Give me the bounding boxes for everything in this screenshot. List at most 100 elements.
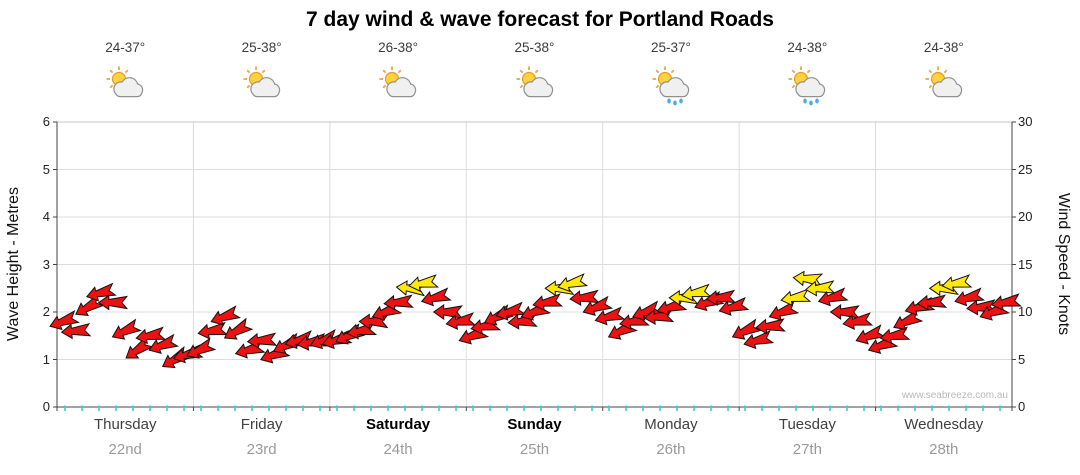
wind-arrow bbox=[991, 293, 1022, 311]
wind-arrow bbox=[941, 274, 973, 292]
y-axis-left-tick-label: 5 bbox=[42, 161, 50, 177]
wind-arrow bbox=[569, 289, 600, 307]
wind-arrow bbox=[804, 280, 836, 297]
wind-arrow bbox=[75, 293, 105, 316]
y-axis-left-tick-label: 1 bbox=[42, 351, 50, 367]
rain-drops-icon bbox=[667, 98, 683, 106]
wind-arrow bbox=[495, 301, 527, 321]
wind-arrow bbox=[197, 321, 229, 340]
weather-icon-sun-cloud bbox=[106, 66, 144, 98]
y-axis-left-tick-label: 3 bbox=[42, 256, 50, 272]
wind-arrow bbox=[705, 289, 737, 307]
wind-arrow bbox=[780, 288, 812, 307]
wind-arrow bbox=[309, 328, 341, 350]
x-axis-day-date: 25th bbox=[519, 441, 550, 458]
day-temp: 26-38° bbox=[378, 40, 419, 55]
x-axis-day-date: 26th bbox=[656, 441, 686, 458]
wind-arrow bbox=[210, 305, 242, 326]
wind-arrow bbox=[60, 322, 92, 340]
wind-arrow bbox=[731, 318, 762, 340]
wind-arrow bbox=[246, 332, 278, 349]
day-temp: 25-38° bbox=[241, 40, 282, 55]
y-axis-left-tick-label: 4 bbox=[42, 209, 50, 224]
y-axis-right-tick-label: 25 bbox=[1018, 161, 1033, 177]
y-axis-left-tick-label: 0 bbox=[42, 399, 50, 414]
cloud-icon bbox=[659, 77, 690, 98]
cloud-icon bbox=[795, 77, 826, 98]
wind-arrow bbox=[893, 308, 924, 331]
y-axis-right-tick-label: 15 bbox=[1018, 256, 1033, 272]
wind-arrow bbox=[223, 317, 254, 340]
x-axis-day-name: Thursday bbox=[93, 416, 157, 433]
wind-arrow bbox=[186, 337, 217, 359]
watermark: www.seabreeze.com.au bbox=[901, 390, 1008, 401]
x-axis-day-date: 27th bbox=[792, 441, 822, 458]
x-axis-day-date: 24th bbox=[383, 441, 413, 458]
wind-arrow bbox=[916, 294, 948, 311]
wind-arrow bbox=[383, 294, 414, 311]
wind-arrow bbox=[532, 293, 564, 311]
day-temp: 24-38° bbox=[923, 40, 964, 55]
weather-icon-sun-cloud-rain bbox=[788, 66, 826, 106]
day-temp: 25-37° bbox=[650, 40, 691, 55]
wind-arrow bbox=[408, 274, 440, 292]
day-temp: 24-37° bbox=[105, 40, 146, 55]
x-axis-day-name: Sunday bbox=[507, 416, 562, 433]
wind-arrow bbox=[879, 326, 911, 345]
wind-arrow bbox=[743, 330, 775, 350]
wind-arrow bbox=[768, 300, 800, 321]
page-title: 7 day wind & wave forecast for Portland … bbox=[306, 8, 774, 31]
y-axis-right-tick-label: 0 bbox=[1018, 399, 1026, 414]
wind-arrow bbox=[420, 287, 452, 307]
wind-arrow bbox=[445, 312, 477, 330]
wind-arrow bbox=[582, 295, 614, 316]
wind-arrow bbox=[148, 333, 180, 354]
x-axis-day-name: Saturday bbox=[365, 416, 431, 433]
cloud-icon bbox=[932, 77, 962, 98]
wind-arrow bbox=[755, 318, 786, 335]
cloud-icon bbox=[386, 77, 417, 98]
x-axis-day-date: 28th bbox=[929, 441, 959, 458]
wind-arrow bbox=[125, 335, 154, 359]
cloud-icon bbox=[249, 77, 280, 98]
weather-icon-sun-cloud-rain bbox=[652, 66, 690, 106]
wind-arrow bbox=[842, 312, 874, 330]
rain-drops-icon bbox=[803, 98, 820, 106]
wind-arrow bbox=[557, 273, 589, 293]
wind-arrow bbox=[135, 326, 167, 345]
day-temp: 24-38° bbox=[787, 40, 828, 55]
wind-arrow bbox=[954, 287, 986, 307]
day-temp: 25-38° bbox=[514, 40, 555, 55]
wind-arrow bbox=[97, 294, 129, 311]
cloud-icon bbox=[522, 77, 553, 98]
wind-arrow bbox=[594, 306, 626, 326]
y-axis-right-tick-label: 20 bbox=[1018, 209, 1033, 224]
wind-arrow bbox=[111, 318, 142, 340]
x-axis-day-name: Tuesday bbox=[778, 416, 836, 433]
x-axis-day-name: Wednesday bbox=[904, 416, 984, 433]
y-axis-left-tick-label: 6 bbox=[42, 114, 50, 129]
y-axis-right-tick-label: 30 bbox=[1018, 114, 1033, 129]
wind-arrow bbox=[49, 309, 80, 331]
cloud-icon bbox=[113, 77, 144, 98]
wind-arrow bbox=[681, 283, 712, 302]
x-axis-day-name: Friday bbox=[240, 416, 283, 433]
wind-arrow bbox=[632, 300, 663, 321]
weather-icon-sun-cloud bbox=[925, 66, 962, 98]
x-axis-day-name: Monday bbox=[644, 416, 698, 433]
x-axis-day-date: 23rd bbox=[246, 441, 277, 458]
y-axis-right-tick-label: 5 bbox=[1018, 351, 1026, 367]
weather-icon-sun-cloud bbox=[243, 66, 280, 98]
wind-arrow bbox=[284, 330, 316, 350]
weather-icon-sun-cloud bbox=[379, 66, 417, 98]
weather-icon-sun-cloud bbox=[516, 66, 553, 98]
y-axis-right-tick-label: 10 bbox=[1018, 304, 1033, 319]
wind-arrow bbox=[86, 282, 117, 302]
wind-arrow bbox=[718, 296, 750, 316]
wind-arrow bbox=[817, 287, 849, 307]
wind-arrow bbox=[855, 324, 887, 345]
y-axis-left-tick-label: 2 bbox=[42, 304, 50, 319]
